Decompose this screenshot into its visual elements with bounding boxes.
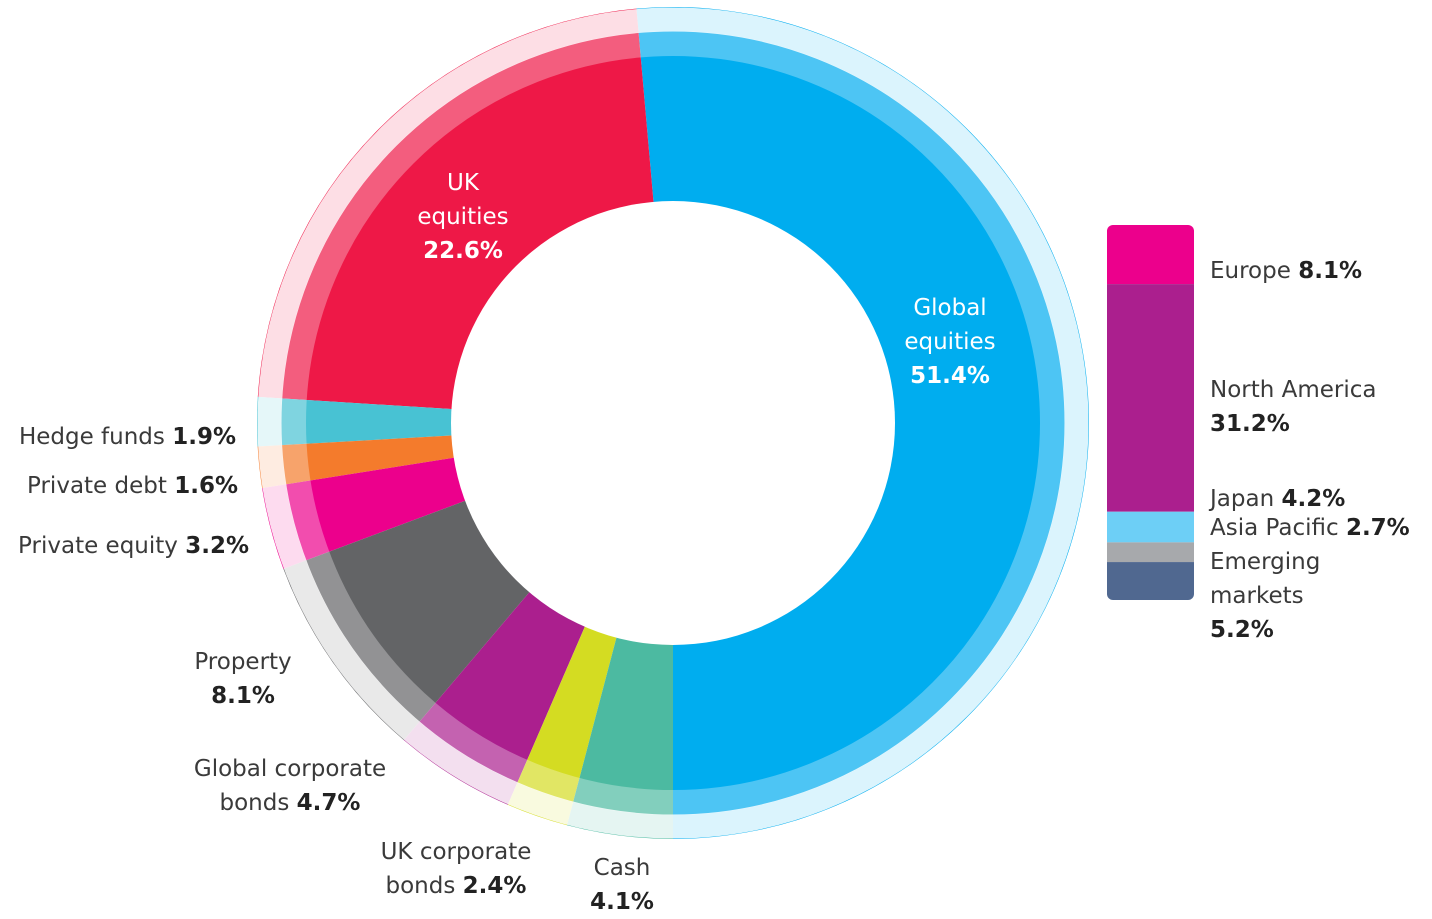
slice-label: Asia Pacific 2.7% bbox=[1210, 511, 1410, 545]
label-name: Emerging markets bbox=[1210, 549, 1321, 609]
label-name: Global corporate bonds bbox=[193, 756, 387, 816]
label-name: Cash bbox=[593, 855, 651, 881]
label-value: 4.2% bbox=[1281, 486, 1346, 512]
slice-label: UK equities 22.6% bbox=[408, 166, 518, 268]
label-value: 3.2% bbox=[185, 533, 249, 559]
label-name: Hedge funds bbox=[18, 424, 165, 450]
label-name: Global equities bbox=[904, 295, 996, 355]
label-name: Europe bbox=[1210, 258, 1291, 284]
label-value: 4.7% bbox=[296, 790, 361, 816]
slice-label: Private equity 3.2% bbox=[18, 529, 249, 563]
label-value: 8.1% bbox=[211, 683, 275, 709]
slice-label: Property 8.1% bbox=[173, 645, 313, 713]
breakdown-segment bbox=[1107, 562, 1194, 600]
label-value: 5.2% bbox=[1210, 617, 1274, 643]
label-value: 1.6% bbox=[174, 473, 238, 499]
label-value: 8.1% bbox=[1298, 258, 1362, 284]
label-name: North America bbox=[1210, 377, 1377, 403]
label-value: 2.7% bbox=[1345, 515, 1410, 541]
label-value: 51.4% bbox=[910, 363, 990, 389]
label-name: UK equities bbox=[417, 170, 509, 230]
slice-label: Global equities 51.4% bbox=[890, 291, 1010, 393]
slice-label: Japan 4.2% bbox=[1210, 482, 1345, 516]
mid-ring bbox=[281, 31, 1065, 815]
slice-label: Hedge funds 1.9% bbox=[19, 420, 236, 454]
slice-label: Cash 4.1% bbox=[572, 851, 672, 919]
breakdown-segment bbox=[1107, 284, 1194, 512]
label-name: Japan bbox=[1210, 486, 1275, 512]
label-name: Asia Pacific bbox=[1210, 515, 1339, 541]
donut-hole bbox=[451, 201, 895, 645]
breakdown-segment bbox=[1107, 225, 1194, 285]
label-value: 4.1% bbox=[590, 889, 654, 915]
label-name: Private equity bbox=[18, 533, 178, 559]
slice-label: North America 31.2% bbox=[1210, 373, 1410, 441]
label-value: 2.4% bbox=[462, 873, 527, 899]
breakdown-segment bbox=[1107, 542, 1194, 563]
label-name: Property bbox=[194, 649, 292, 675]
breakdown-segment bbox=[1107, 511, 1194, 543]
label-value: 31.2% bbox=[1210, 411, 1290, 437]
slice-label: UK corporate bonds 2.4% bbox=[361, 835, 551, 903]
label-value: 22.6% bbox=[423, 238, 503, 264]
slice-label: Private debt 1.6% bbox=[27, 469, 238, 503]
outer-ring bbox=[257, 7, 1089, 839]
slice-label: Global corporate bonds 4.7% bbox=[175, 752, 405, 820]
slice-label: Europe 8.1% bbox=[1210, 254, 1362, 288]
label-name: UK corporate bonds bbox=[380, 839, 532, 899]
label-name: Private debt bbox=[27, 473, 167, 499]
label-value: 1.9% bbox=[172, 424, 236, 450]
slice-label: Emerging markets 5.2% bbox=[1210, 545, 1360, 647]
